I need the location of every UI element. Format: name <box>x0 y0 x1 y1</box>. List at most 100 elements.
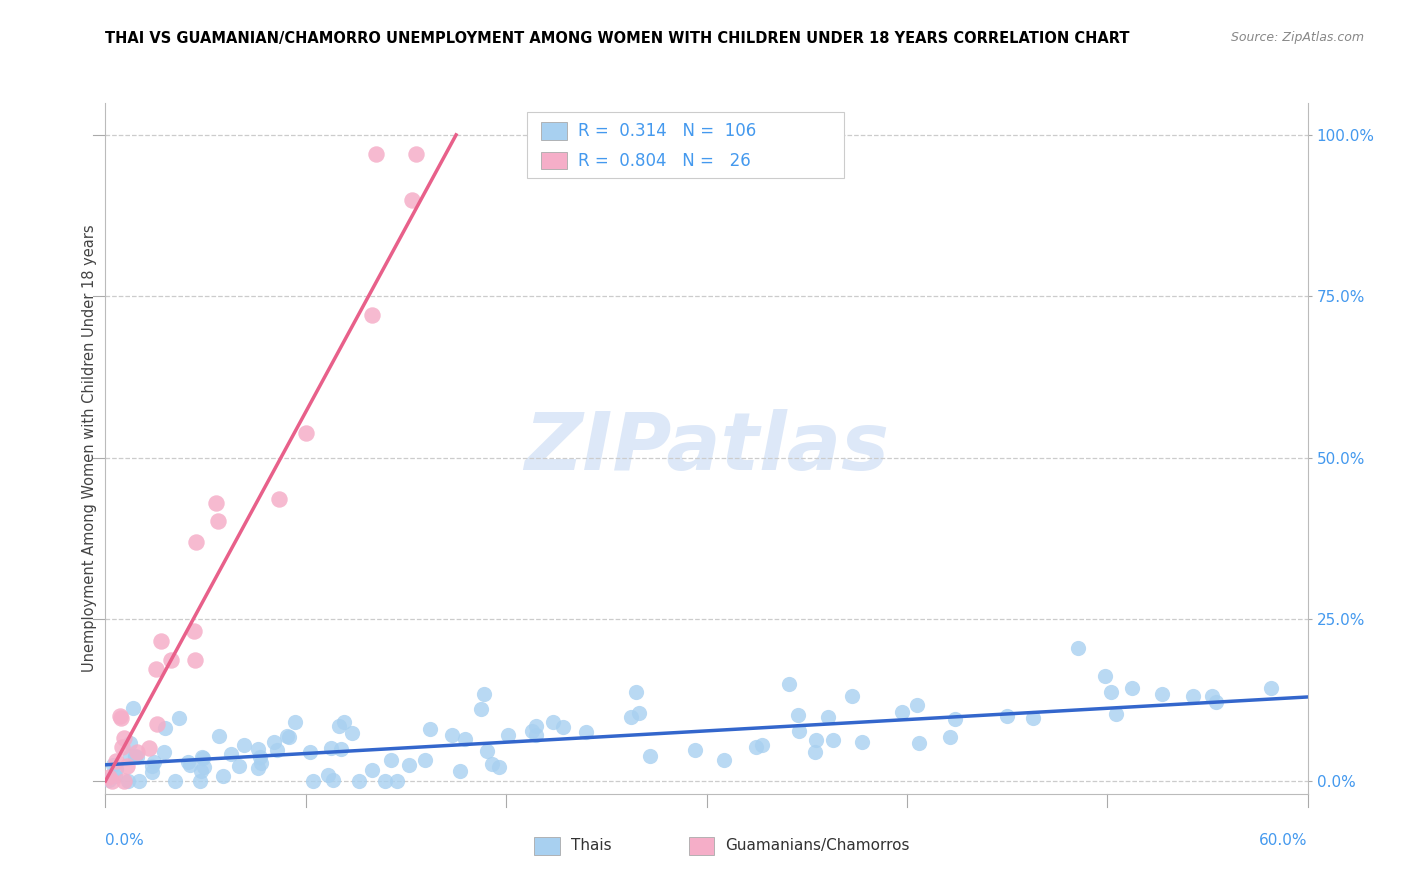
Point <box>112 774 135 789</box>
Point <box>329 742 352 756</box>
Point <box>316 767 339 781</box>
Point <box>319 740 342 755</box>
Point <box>626 685 648 699</box>
Point <box>121 700 143 714</box>
Point <box>120 736 142 750</box>
Text: R =  0.804   N =   26: R = 0.804 N = 26 <box>578 152 751 169</box>
Point <box>284 715 307 730</box>
Point <box>97 773 120 788</box>
Point <box>1150 687 1173 701</box>
Point <box>246 742 269 756</box>
Point <box>841 690 863 704</box>
Point <box>160 653 183 667</box>
Point <box>105 754 128 768</box>
Point <box>939 730 962 744</box>
Point <box>138 741 160 756</box>
Point <box>149 633 172 648</box>
Point <box>713 753 735 767</box>
Point <box>620 709 643 723</box>
Point <box>294 425 316 440</box>
Point <box>104 769 127 783</box>
Point <box>208 730 231 744</box>
Point <box>524 728 547 742</box>
Point <box>638 749 661 764</box>
Point <box>419 722 441 736</box>
Point <box>322 772 344 787</box>
Point <box>207 514 229 528</box>
Point <box>364 147 387 161</box>
Text: 60.0%: 60.0% <box>1260 832 1308 847</box>
Point <box>908 736 931 750</box>
Point <box>112 731 135 745</box>
Point <box>333 714 356 729</box>
Point <box>184 535 207 549</box>
Point <box>787 724 810 739</box>
Point <box>1121 681 1143 696</box>
Point <box>110 709 132 723</box>
Point <box>179 758 201 772</box>
Point <box>249 749 271 764</box>
Point <box>128 774 150 789</box>
Point <box>380 753 402 767</box>
Point <box>191 751 214 765</box>
Point <box>145 662 167 676</box>
Point <box>817 710 839 724</box>
Point <box>454 731 477 746</box>
Point <box>498 728 520 742</box>
Point <box>360 764 382 778</box>
Point <box>477 743 499 757</box>
Point <box>541 714 564 729</box>
Point <box>278 731 301 745</box>
Text: THAI VS GUAMANIAN/CHAMORRO UNEMPLOYMENT AMONG WOMEN WITH CHILDREN UNDER 18 YEARS: THAI VS GUAMANIAN/CHAMORRO UNEMPLOYMENT … <box>105 31 1130 46</box>
Point <box>302 773 325 788</box>
Point <box>299 745 322 759</box>
Point <box>524 719 547 733</box>
Point <box>127 745 149 759</box>
Point <box>276 729 298 743</box>
Point <box>1201 689 1223 703</box>
Point <box>153 745 176 759</box>
Point <box>120 748 142 763</box>
Text: R =  0.314   N =  106: R = 0.314 N = 106 <box>578 122 756 140</box>
Point <box>821 732 844 747</box>
Point <box>1094 668 1116 682</box>
Point <box>1022 710 1045 724</box>
Point <box>267 492 290 507</box>
Point <box>398 758 420 772</box>
Point <box>340 726 363 740</box>
Point <box>115 759 138 773</box>
Text: Guamanians/Chamorros: Guamanians/Chamorros <box>725 838 910 853</box>
Point <box>413 753 436 767</box>
Point <box>1205 695 1227 709</box>
Point <box>155 721 177 735</box>
Point <box>328 719 350 733</box>
Point <box>374 773 396 788</box>
Point <box>405 147 427 161</box>
Point <box>266 743 288 757</box>
Point <box>110 711 132 725</box>
Point <box>111 740 134 755</box>
Point <box>361 308 384 322</box>
Point <box>1260 681 1282 696</box>
Point <box>97 770 120 784</box>
Point <box>183 624 205 639</box>
Point <box>1099 685 1122 699</box>
Point <box>193 760 215 774</box>
Point <box>228 759 250 773</box>
Point <box>851 735 873 749</box>
Text: ZIPatlas: ZIPatlas <box>524 409 889 487</box>
Point <box>449 764 471 779</box>
Point <box>124 749 146 764</box>
Point <box>211 769 233 783</box>
Point <box>575 725 598 739</box>
Point <box>124 750 146 764</box>
Point <box>141 759 163 773</box>
Point <box>221 747 243 761</box>
Point <box>472 687 495 701</box>
Point <box>141 764 163 779</box>
Point <box>943 712 966 726</box>
Point <box>347 774 370 789</box>
Point <box>190 764 212 778</box>
Point <box>1067 641 1090 656</box>
Point <box>117 774 139 789</box>
